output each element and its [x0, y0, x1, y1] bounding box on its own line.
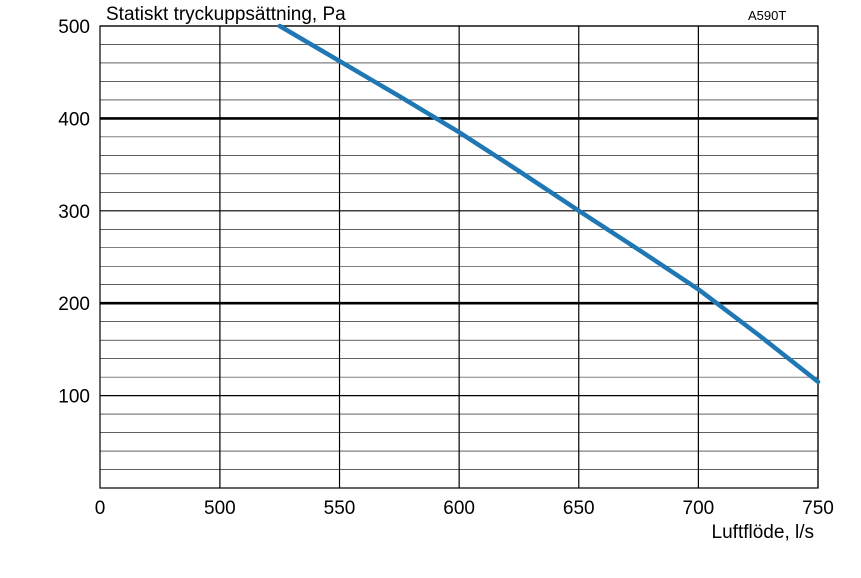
chart-title: Statiskt tryckuppsättning, Pa	[106, 4, 346, 25]
x-tick-label: 0	[95, 498, 106, 519]
y-tick-label: 200	[58, 294, 90, 315]
x-tick-label: 600	[443, 498, 475, 519]
pressure-flow-chart: 100 200 300 400 500 0 500 550 600 650 700 750 Statis…	[0, 0, 861, 578]
y-tick-label: 300	[58, 202, 90, 223]
x-tick-label: 650	[563, 498, 595, 519]
y-tick-label: 100	[58, 387, 90, 408]
y-tick-label: 400	[58, 109, 90, 130]
x-tick-label: 500	[204, 498, 236, 519]
x-tick-label: 750	[802, 498, 834, 519]
chart-svg: 100 200 300 400 500 0 500 550 600 650 700 750 Statis…	[0, 0, 861, 578]
y-tick-label: 500	[58, 17, 90, 38]
x-tick-label: 550	[324, 498, 356, 519]
x-tick-label: 700	[683, 498, 715, 519]
model-label: A590T	[748, 8, 786, 23]
x-axis-label: Luftflöde, l/s	[712, 522, 814, 543]
